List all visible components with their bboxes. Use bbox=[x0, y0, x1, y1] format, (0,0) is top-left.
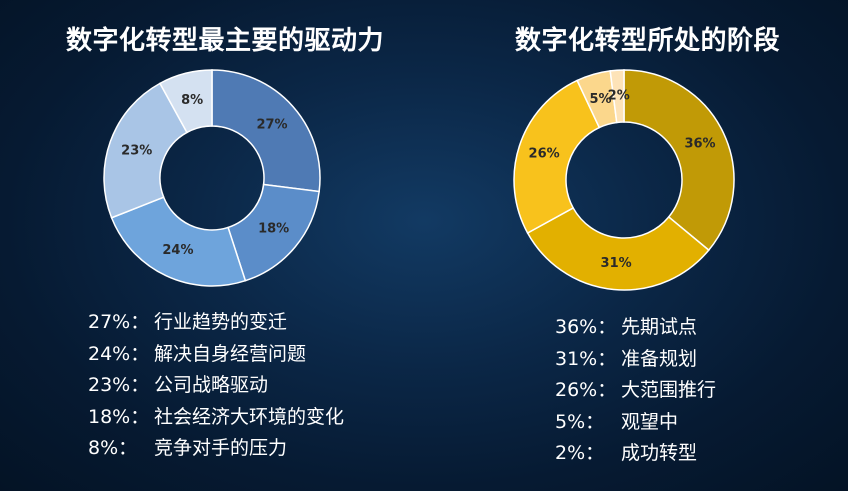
legend-item-label: 社会经济大环境的变化 bbox=[154, 405, 345, 428]
legend-item-percent: 23%： bbox=[88, 374, 150, 396]
legend-item-percent: 27%： bbox=[88, 311, 150, 333]
slice-value-label: 36% bbox=[684, 137, 715, 152]
legend-item-label: 准备规划 bbox=[621, 347, 698, 370]
legend-item: 2%： 成功转型 bbox=[555, 438, 716, 470]
donut-slice bbox=[526, 206, 710, 291]
donut-chart-drivers: 27% 18% 24% 23% 8% bbox=[103, 69, 321, 287]
legend-item-percent: 18%： bbox=[88, 405, 150, 428]
legend-item-percent: 5%： bbox=[555, 410, 605, 433]
donut-slice bbox=[623, 69, 735, 252]
donut-slice bbox=[211, 69, 321, 193]
legend-item-label: 公司战略驱动 bbox=[154, 374, 269, 396]
donut-slice bbox=[227, 183, 320, 282]
legend-item-label: 观望中 bbox=[621, 410, 679, 433]
legend-item: 23%： 公司战略驱动 bbox=[88, 370, 344, 402]
donut-slice bbox=[609, 69, 625, 124]
slice-value-label: 2% bbox=[608, 89, 630, 104]
legend-item-label: 竞争对手的压力 bbox=[154, 437, 288, 459]
slice-value-label: 31% bbox=[601, 256, 632, 271]
legend-item-label: 先期试点 bbox=[621, 316, 698, 338]
legend-item: 31%： 准备规划 bbox=[555, 344, 716, 376]
slice-value-label: 26% bbox=[529, 147, 560, 162]
slice-value-label: 18% bbox=[258, 221, 289, 236]
legend-item-percent: 31%： bbox=[555, 347, 617, 370]
donut-slice bbox=[158, 69, 213, 134]
slice-value-label: 8% bbox=[181, 93, 203, 108]
legend-item: 24%： 解决自身经营问题 bbox=[88, 339, 344, 371]
donut-slice bbox=[103, 82, 188, 219]
legend-item: 8%： 竞争对手的压力 bbox=[88, 433, 344, 465]
legend-item-percent: 36%： bbox=[555, 316, 617, 338]
legend-item: 27%： 行业趋势的变迁 bbox=[88, 307, 344, 339]
slice-value-label: 24% bbox=[162, 243, 193, 258]
donut-chart-stages: 36% 31% 26% 5%2% bbox=[513, 69, 735, 291]
legend-item-percent: 2%： bbox=[555, 442, 605, 464]
legend-item-label: 行业趋势的变迁 bbox=[154, 311, 288, 333]
slice-value-label: 23% bbox=[121, 143, 152, 158]
legend-item: 36%： 先期试点 bbox=[555, 312, 716, 344]
legend-item-percent: 26%： bbox=[555, 379, 617, 401]
donut-slice bbox=[110, 196, 247, 287]
legend-item-label: 解决自身经营问题 bbox=[154, 342, 307, 365]
legend-item: 26%： 大范围推行 bbox=[555, 375, 716, 407]
chart-title-drivers: 数字化转型最主要的驱动力 bbox=[66, 26, 385, 56]
legend-item-label: 成功转型 bbox=[621, 442, 698, 464]
legend-item-label: 大范围推行 bbox=[621, 379, 717, 401]
legend-item: 5%： 观望中 bbox=[555, 407, 716, 439]
legend-item: 18%： 社会经济大环境的变化 bbox=[88, 402, 344, 434]
donut-slice bbox=[513, 79, 601, 235]
slice-value-label: 27% bbox=[256, 118, 287, 133]
legend-stages: 36%： 先期试点 31%： 准备规划 26%： 大范围推行 5%： 观望中 2%： 成功… bbox=[555, 312, 716, 470]
legend-item-percent: 24%： bbox=[88, 342, 150, 365]
chart-title-stages: 数字化转型所处的阶段 bbox=[515, 26, 781, 56]
legend-item-percent: 8%： bbox=[88, 437, 138, 459]
legend-drivers: 27%： 行业趋势的变迁 24%： 解决自身经营问题 23%： 公司战略驱动 18%：… bbox=[88, 307, 344, 465]
slice-value-label: 5% bbox=[590, 92, 612, 107]
